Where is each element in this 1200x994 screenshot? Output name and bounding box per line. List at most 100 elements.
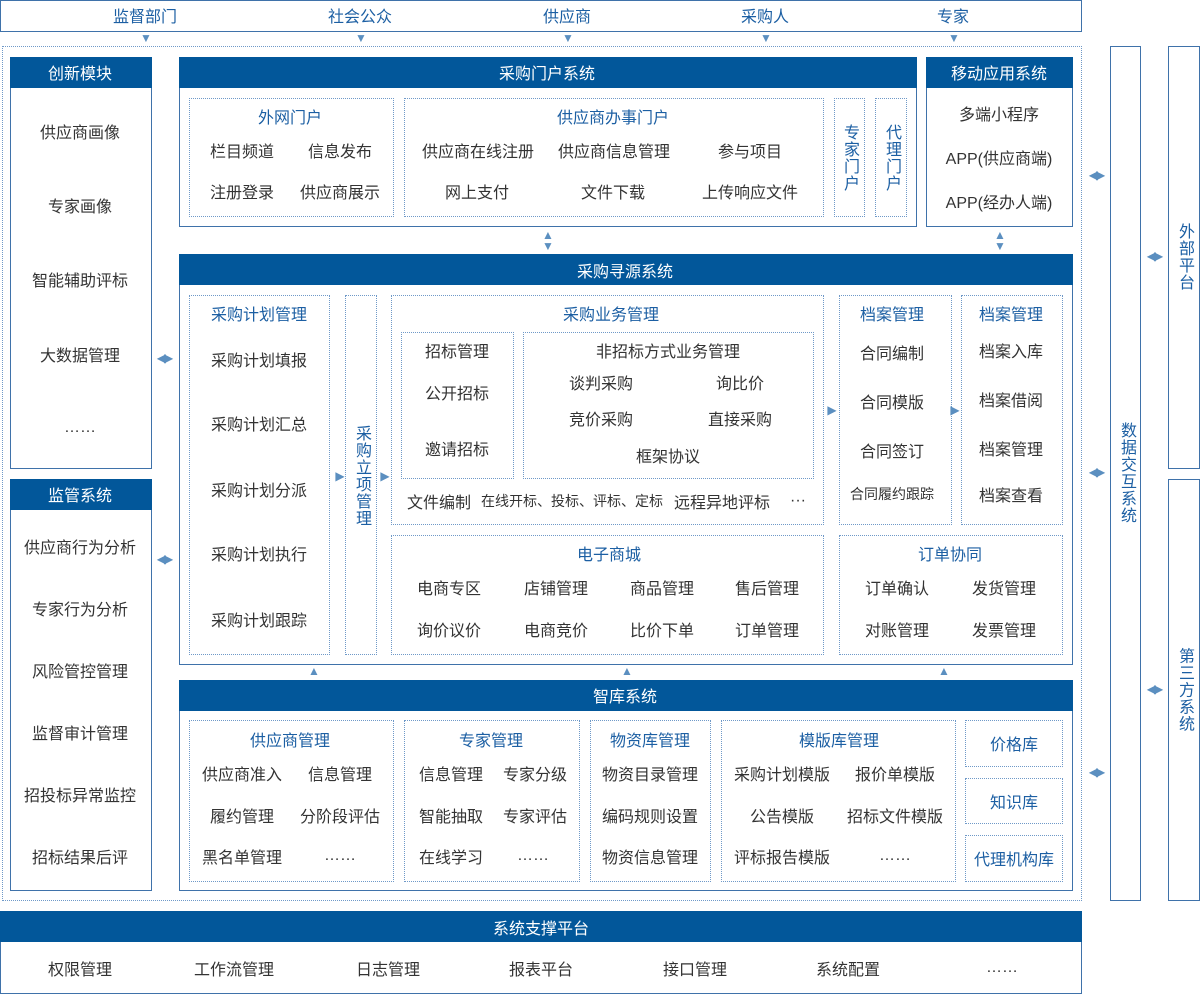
template-item: 评标报告模版 xyxy=(733,850,831,867)
bidirectional-arrow-icon: ◀▶ xyxy=(1146,249,1164,263)
stakeholder-label: 社会公众 xyxy=(327,9,393,26)
third-party-system xyxy=(1168,479,1200,901)
mall-item: 询价议价 xyxy=(416,623,482,640)
supplier-portal-item: 上传响应文件 xyxy=(701,185,799,202)
mall-item: 售后管理 xyxy=(734,581,800,598)
portal-title: 采购门户系统 xyxy=(498,66,596,83)
order-item: 订单确认 xyxy=(864,581,930,598)
support-item: 日志管理 xyxy=(355,962,421,979)
supplier-mgmt-item: 履约管理 xyxy=(209,809,275,826)
tender-management xyxy=(401,332,514,479)
supplier-portal-item: 网上支付 xyxy=(444,185,510,202)
supervision-item: 招标结果后评 xyxy=(31,850,129,867)
data-exchange-title: 数据交互系统 xyxy=(1118,422,1135,524)
innovation-module xyxy=(10,57,152,469)
stakeholder-label: 监督部门 xyxy=(112,9,178,26)
plan-title: 采购计划管理 xyxy=(210,307,308,324)
support-item: …… xyxy=(986,959,1018,976)
bidirectional-arrow-icon: ◀▶ xyxy=(1088,765,1106,779)
bidirectional-arrow-icon: ◀▶ xyxy=(156,552,174,566)
arrow-down-icon: ▼ xyxy=(760,31,772,45)
supervision-item: 风险管控管理 xyxy=(31,664,129,681)
web-portal-item: 注册登录 xyxy=(209,185,275,202)
order-item: 发货管理 xyxy=(971,581,1037,598)
think-tank-title: 智库系统 xyxy=(592,689,658,706)
plan-item: 采购计划填报 xyxy=(210,353,308,370)
arrow-up-icon: ▲ xyxy=(621,664,633,678)
mall-item: 电商竞价 xyxy=(523,623,589,640)
project-approval xyxy=(345,295,377,655)
innovation-item: 专家画像 xyxy=(47,199,113,216)
stakeholder-label: 供应商 xyxy=(542,9,592,26)
mall-item: 电商专区 xyxy=(416,581,482,598)
procurement-sourcing-system xyxy=(179,254,1073,665)
bidirectional-arrow-icon: ◀▶ xyxy=(1146,682,1164,696)
plan-management xyxy=(189,295,330,655)
mobile-header xyxy=(926,57,1073,88)
external-platform-title: 外部平台 xyxy=(1176,223,1193,291)
archive-item: 档案查看 xyxy=(978,488,1044,505)
contract-archive-title: 档案管理 xyxy=(859,307,925,324)
arrow-down-icon: ▼ xyxy=(542,239,554,253)
material-item: 编码规则设置 xyxy=(601,809,699,826)
plan-item: 采购计划执行 xyxy=(210,547,308,564)
business-item: 在线开标、投标、评标、定标 xyxy=(481,493,663,509)
archive-management xyxy=(961,295,1063,525)
expert-mgmt-item: 专家评估 xyxy=(502,809,568,826)
sourcing-header xyxy=(179,254,1073,285)
supplier-portal xyxy=(404,98,824,217)
material-title: 物资库管理 xyxy=(609,733,691,750)
arrow-right-icon: ▶ xyxy=(950,403,959,417)
support-item: 报表平台 xyxy=(508,962,574,979)
material-item: 物资信息管理 xyxy=(601,850,699,867)
tender-item: 邀请招标 xyxy=(424,442,490,459)
support-item: 工作流管理 xyxy=(193,962,275,979)
arrow-down-icon: ▼ xyxy=(948,31,960,45)
order-collaboration xyxy=(839,535,1063,655)
innovation-item: …… xyxy=(64,419,96,436)
material-library-management xyxy=(590,720,711,882)
think-tank-header xyxy=(179,680,1073,711)
web-portal xyxy=(189,98,394,217)
arrow-up-icon: ▲ xyxy=(308,664,320,678)
innovation-item: 智能辅助评标 xyxy=(31,273,129,290)
knowledge-library xyxy=(965,778,1063,824)
arrow-up-icon: ▲ xyxy=(938,664,950,678)
mall-title: 电子商城 xyxy=(576,547,642,564)
order-title: 订单协同 xyxy=(917,547,983,564)
sourcing-title: 采购寻源系统 xyxy=(576,264,674,281)
non-tender-management xyxy=(523,332,814,479)
arrow-down-icon: ▼ xyxy=(140,31,152,45)
stakeholder-label: 专家 xyxy=(936,9,970,26)
template-item: 公告模版 xyxy=(749,809,815,826)
supplier-mgmt-title: 供应商管理 xyxy=(249,733,331,750)
mobile-item: 多端小程序 xyxy=(958,107,1040,124)
third-party-title: 第三方系统 xyxy=(1176,647,1193,733)
innovation-title: 创新模块 xyxy=(47,66,113,83)
material-item: 物资目录管理 xyxy=(601,767,699,784)
arrow-right-icon: ▶ xyxy=(827,403,836,417)
order-item: 发票管理 xyxy=(971,623,1037,640)
arrow-right-icon: ▶ xyxy=(380,469,389,483)
portal-header xyxy=(179,57,917,88)
business-item: ··· xyxy=(790,492,806,509)
agent-portal xyxy=(875,98,907,217)
business-item: 文件编制 xyxy=(406,495,472,512)
arrow-down-icon: ▼ xyxy=(562,31,574,45)
non-tender-title: 非招标方式业务管理 xyxy=(595,344,741,361)
business-title: 采购业务管理 xyxy=(562,307,660,324)
mall-item: 订单管理 xyxy=(734,623,800,640)
arrow-up-icon: ▲ xyxy=(994,228,1006,242)
archive-item: 档案入库 xyxy=(978,344,1044,361)
price-library xyxy=(965,720,1063,767)
plan-item: 采购计划分派 xyxy=(210,483,308,500)
template-title: 模版库管理 xyxy=(798,733,880,750)
template-item: 采购计划模版 xyxy=(733,767,831,784)
supplier-portal-item: 文件下载 xyxy=(580,185,646,202)
business-item: 远程异地评标 xyxy=(673,495,771,512)
bidirectional-arrow-icon: ◀▶ xyxy=(1088,168,1106,182)
arrow-down-icon: ▼ xyxy=(994,239,1006,253)
supervision-header xyxy=(10,479,152,510)
supervision-item: 专家行为分析 xyxy=(31,602,129,619)
agency-library xyxy=(965,835,1063,882)
